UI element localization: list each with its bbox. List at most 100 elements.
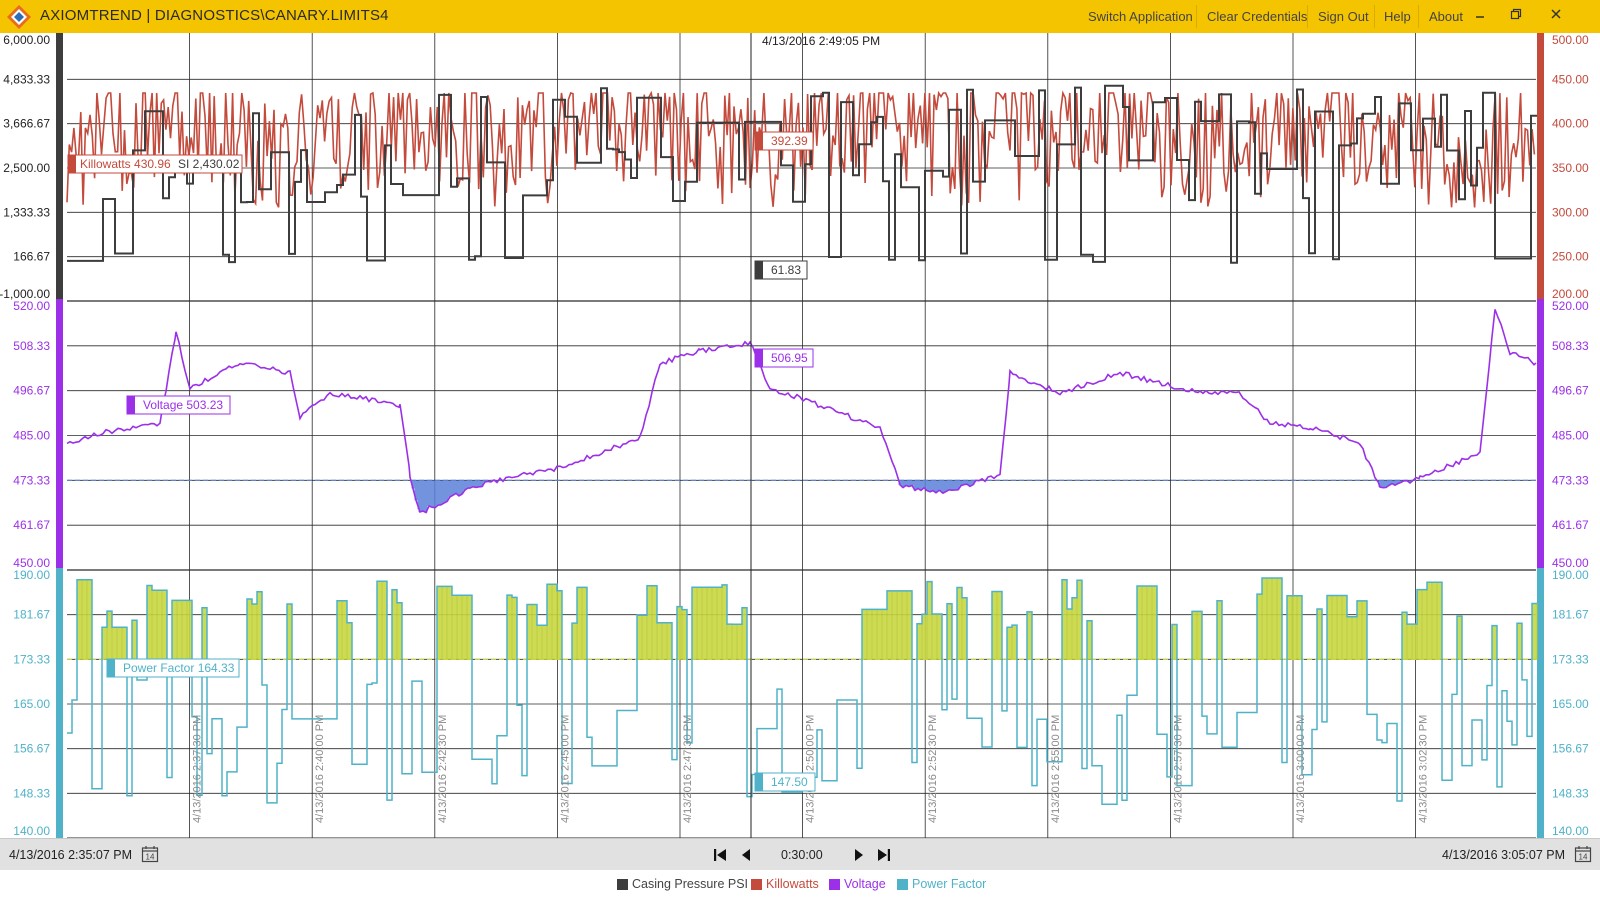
legend-swatch bbox=[617, 879, 628, 890]
right-axis-label: 500.00 bbox=[1552, 33, 1589, 47]
end-time[interactable]: 4/13/2016 3:05:07 PM bbox=[1442, 848, 1566, 862]
svg-text:14: 14 bbox=[1579, 853, 1588, 862]
right-axis-label: 250.00 bbox=[1552, 250, 1589, 264]
step-back-icon[interactable] bbox=[737, 846, 755, 864]
svg-text:14: 14 bbox=[146, 853, 155, 862]
right-axis-label: 140.00 bbox=[1552, 824, 1589, 838]
about-menu[interactable]: About bbox=[1429, 9, 1463, 24]
svg-text:147.50: 147.50 bbox=[771, 775, 808, 789]
time-toolbar: 4/13/2016 2:35:07 PM 14 0:30:00 4/13/201… bbox=[0, 838, 1600, 870]
switch-application-menu[interactable]: Switch Application bbox=[1088, 9, 1193, 24]
right-axis-label: 450.00 bbox=[1552, 72, 1589, 86]
left-axis-label: 173.33 bbox=[13, 652, 50, 666]
cursor-timestamp: 4/13/2016 2:49:05 PM bbox=[762, 34, 880, 48]
left-axis-label: 496.67 bbox=[13, 384, 50, 398]
casing-tag-label: SI 2,430.02 bbox=[178, 157, 240, 171]
power-factor-series-line bbox=[67, 577, 1537, 805]
right-axis-label: 520.00 bbox=[1552, 299, 1589, 313]
end-calendar-icon[interactable]: 14 bbox=[1574, 845, 1592, 863]
legend: Casing Pressure PSI Killowatts Voltage P… bbox=[0, 870, 1600, 900]
killowatts-cursor-value: 392.39 bbox=[754, 131, 814, 151]
restore-icon[interactable] bbox=[1502, 5, 1530, 27]
right-axis-strip bbox=[1537, 568, 1544, 838]
time-axis-label: 4/13/2016 2:52:30 PM bbox=[927, 715, 939, 823]
left-axis-label: 166.67 bbox=[13, 250, 50, 264]
right-axis-label: 473.33 bbox=[1552, 473, 1589, 487]
menu-divider bbox=[1307, 5, 1308, 28]
right-axis-label: 350.00 bbox=[1552, 161, 1589, 175]
time-axis-label: 4/13/2016 2:37:30 PM bbox=[192, 715, 204, 823]
time-axis-label: 4/13/2016 2:47:30 PM bbox=[682, 715, 694, 823]
time-axis-label: 4/13/2016 2:40:00 PM bbox=[314, 715, 326, 823]
time-axis-labels: 4/13/2016 2:37:30 PM 4/13/2016 2:40:00 PM… bbox=[192, 715, 1430, 823]
skip-to-end-icon[interactable] bbox=[875, 846, 893, 864]
voltage-tag-label: Voltage 503.23 bbox=[143, 398, 223, 412]
time-axis-label: 4/13/2016 3:00:00 PM bbox=[1295, 715, 1307, 823]
right-axis-label: 173.33 bbox=[1552, 652, 1589, 666]
left-axis-label: 508.33 bbox=[13, 339, 50, 353]
voltage-series-line bbox=[66, 309, 1537, 514]
right-axis-label: 300.00 bbox=[1552, 205, 1589, 219]
start-calendar-icon[interactable]: 14 bbox=[141, 845, 159, 863]
right-axis-strip bbox=[1537, 299, 1544, 570]
killowatts-series-line bbox=[66, 90, 1536, 208]
left-axis-label: 461.67 bbox=[13, 518, 50, 532]
right-axis-label: 461.67 bbox=[1552, 518, 1589, 532]
power-factor-above-threshold-fill bbox=[76, 577, 1538, 660]
voltage-tag: Voltage 503.23 bbox=[126, 395, 231, 415]
left-axis-label: -1,000.00 bbox=[0, 287, 50, 301]
time-axis-label: 4/13/2016 3:02:30 PM bbox=[1418, 715, 1430, 823]
app-title: AXIOMTREND | DIAGNOSTICS\CANARY.LIMITS4 bbox=[40, 7, 389, 24]
time-axis-label: 4/13/2016 2:42:30 PM bbox=[437, 715, 449, 823]
left-axis-strip bbox=[56, 33, 63, 301]
sign-out-menu[interactable]: Sign Out bbox=[1318, 9, 1369, 24]
start-time[interactable]: 4/13/2016 2:35:07 PM bbox=[9, 848, 133, 862]
close-icon[interactable] bbox=[1542, 5, 1570, 27]
menu-divider bbox=[1374, 5, 1375, 28]
power-factor-tag-label: Power Factor 164.33 bbox=[123, 661, 235, 675]
casing-cursor-value: 61.83 bbox=[754, 260, 808, 280]
right-axis-label: 450.00 bbox=[1552, 556, 1589, 570]
left-axis-label: 450.00 bbox=[13, 556, 50, 570]
title-bar: AXIOMTREND | DIAGNOSTICS\CANARY.LIMITS4 … bbox=[0, 0, 1600, 33]
legend-swatch bbox=[751, 879, 762, 890]
step-forward-icon[interactable] bbox=[850, 846, 868, 864]
killowatts-tag-label: Killowatts 430.96 bbox=[80, 157, 171, 171]
left-axis-label: 3,666.67 bbox=[3, 117, 50, 131]
menu-divider bbox=[1196, 5, 1197, 28]
right-axis-label: 496.67 bbox=[1552, 384, 1589, 398]
right-axis-label: 485.00 bbox=[1552, 429, 1589, 443]
svg-text:506.95: 506.95 bbox=[771, 351, 808, 365]
power-factor-tag: Power Factor 164.33 bbox=[106, 658, 240, 678]
clear-credentials-menu[interactable]: Clear Credentials bbox=[1207, 9, 1308, 24]
killowatts-tag: Killowatts 430.96 SI 2,430.02 bbox=[67, 154, 243, 174]
right-axis-label: 190.00 bbox=[1552, 568, 1589, 582]
voltage-cursor-value: 506.95 bbox=[754, 348, 814, 368]
left-axis-label: 190.00 bbox=[13, 568, 50, 582]
minimize-icon[interactable] bbox=[1466, 5, 1494, 27]
left-axis-label: 181.67 bbox=[13, 608, 50, 622]
right-axis-strip bbox=[1537, 33, 1544, 301]
left-axis-label: 140.00 bbox=[13, 824, 50, 838]
left-axis-strip bbox=[56, 568, 63, 838]
left-axis-label: 485.00 bbox=[13, 429, 50, 443]
right-axis-label: 165.00 bbox=[1552, 697, 1589, 711]
time-axis-label: 4/13/2016 2:57:30 PM bbox=[1172, 715, 1184, 823]
time-axis-label: 4/13/2016 2:45:00 PM bbox=[559, 715, 571, 823]
left-axis-strip bbox=[56, 299, 63, 570]
left-axis-label: 4,833.33 bbox=[3, 72, 50, 86]
left-axis-label: 520.00 bbox=[13, 299, 50, 313]
duration[interactable]: 0:30:00 bbox=[781, 848, 823, 862]
right-axis-label: 148.33 bbox=[1552, 786, 1589, 800]
right-axis-label: 156.67 bbox=[1552, 742, 1589, 756]
chart-axes: 6,000.00 500.00 4,833.33 450.00 3,666.67 400.… bbox=[0, 33, 1589, 838]
help-menu[interactable]: Help bbox=[1384, 9, 1411, 24]
right-axis-label: 400.00 bbox=[1552, 117, 1589, 131]
skip-to-start-icon[interactable] bbox=[711, 846, 729, 864]
trend-chart[interactable]: 6,000.00 500.00 4,833.33 450.00 3,666.67 400.… bbox=[0, 33, 1600, 838]
left-axis-label: 148.33 bbox=[13, 786, 50, 800]
left-axis-label: 2,500.00 bbox=[3, 161, 50, 175]
svg-text:61.83: 61.83 bbox=[771, 263, 801, 277]
left-axis-label: 165.00 bbox=[13, 697, 50, 711]
right-axis-label: 508.33 bbox=[1552, 339, 1589, 353]
